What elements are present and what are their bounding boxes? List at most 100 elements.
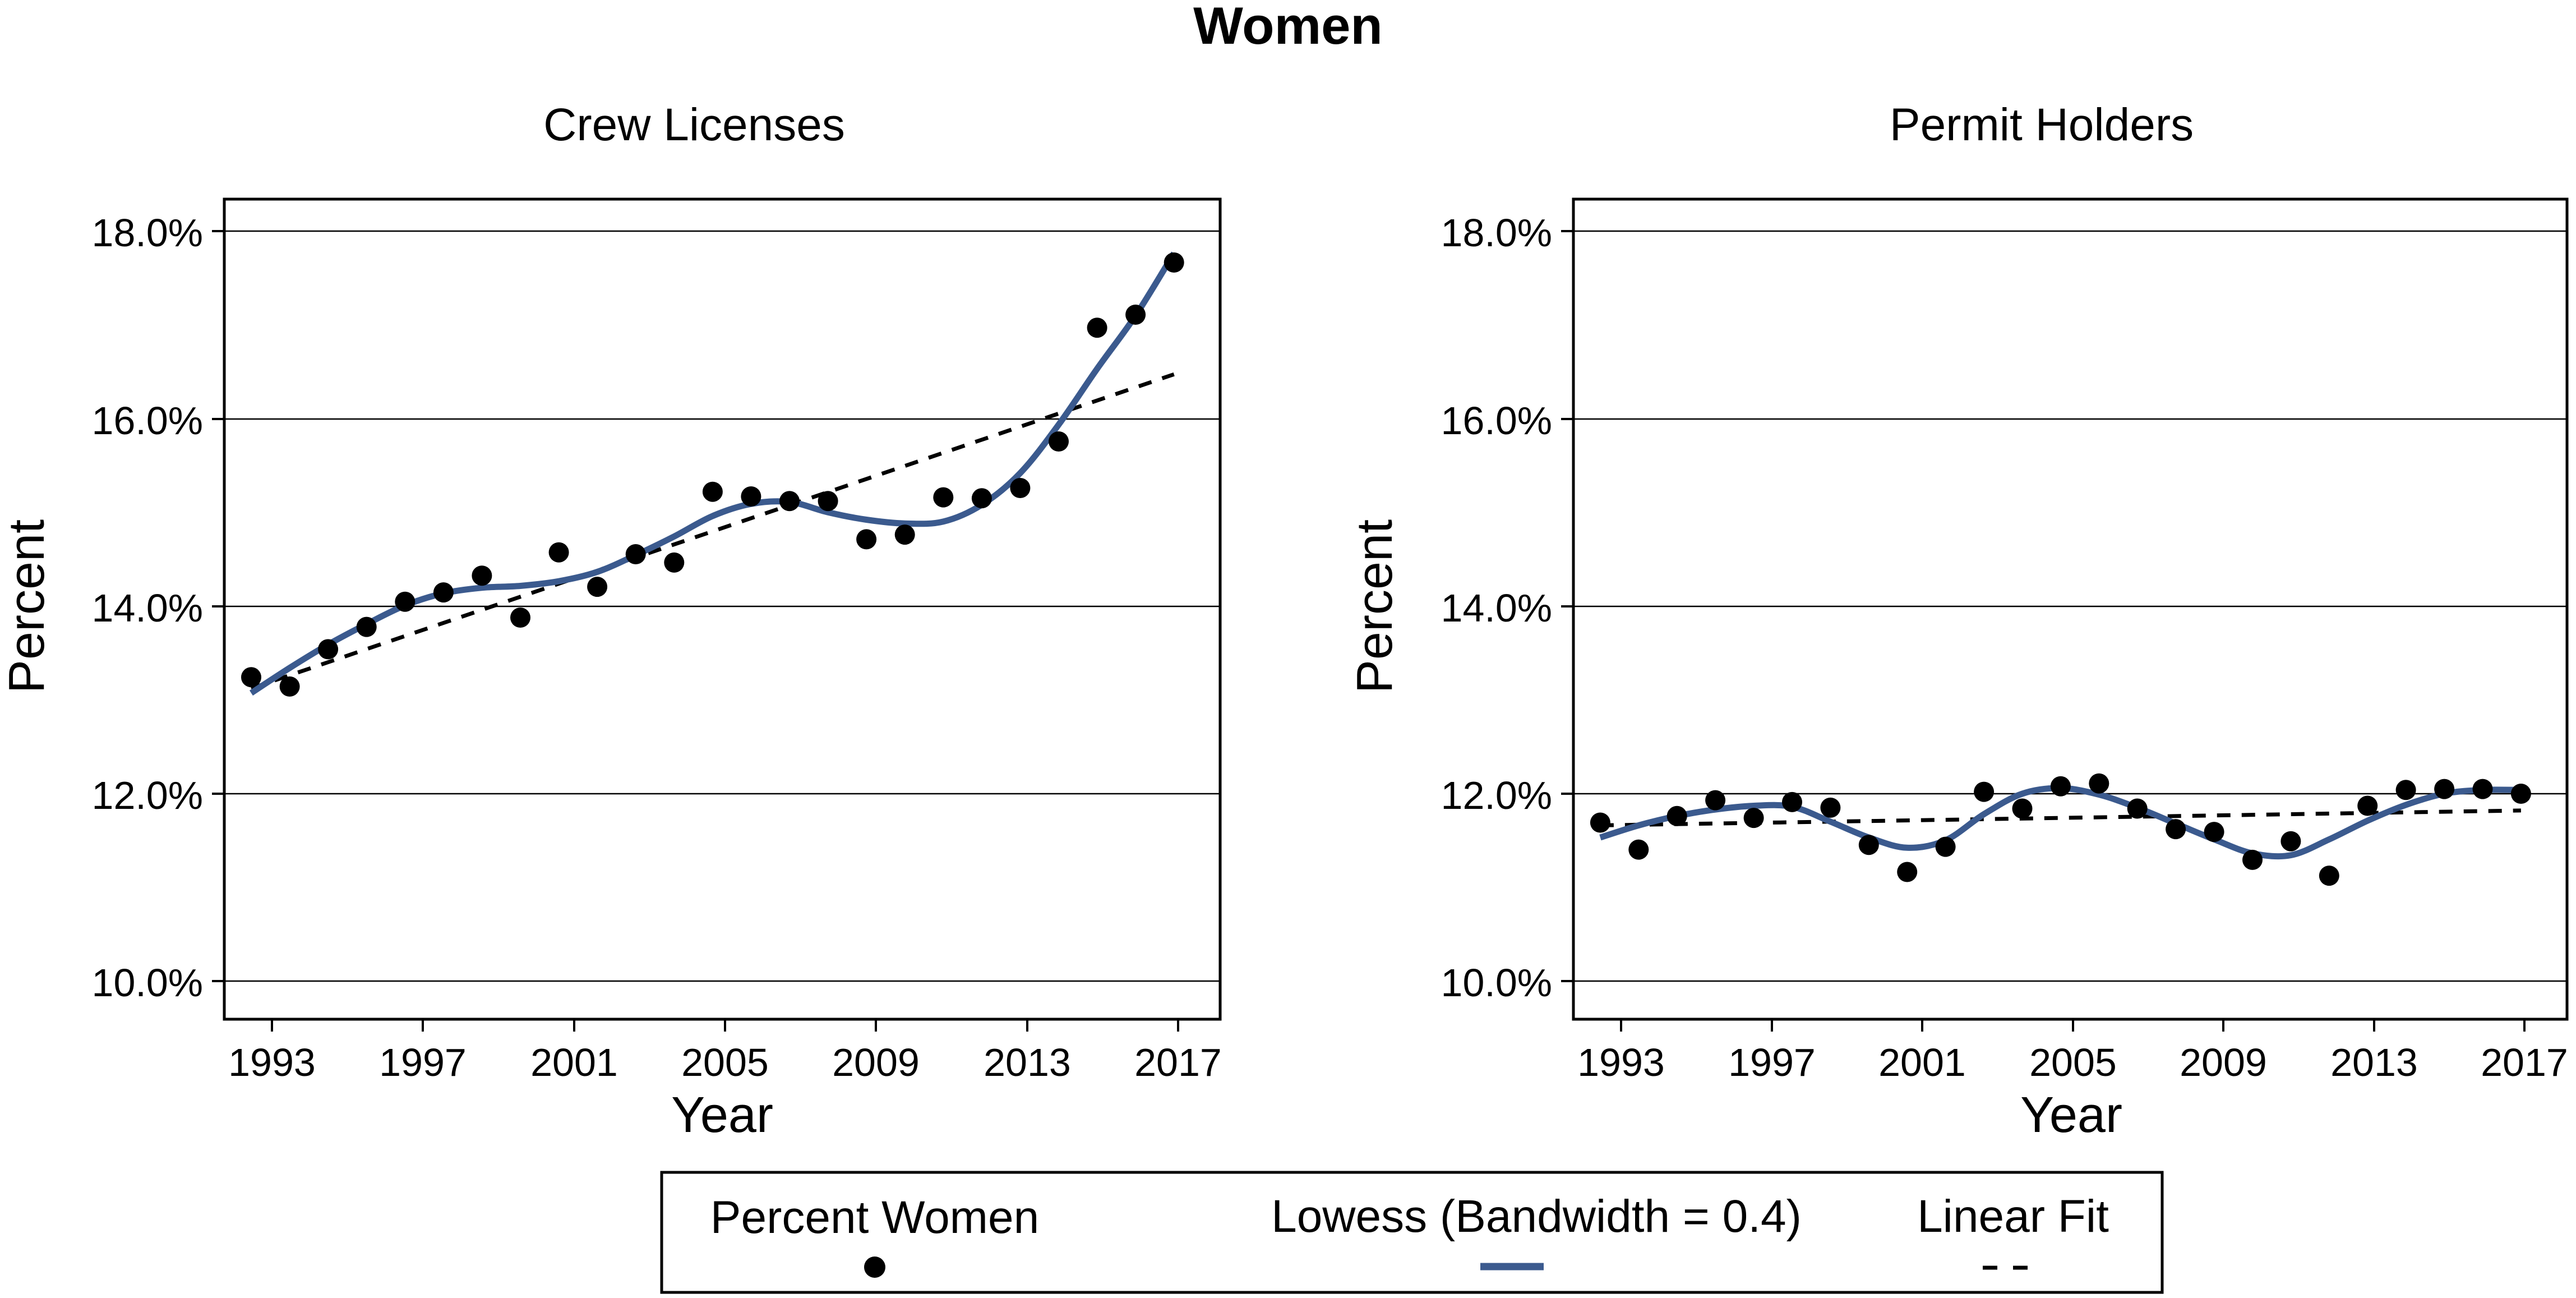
x-tick-label: 1993 xyxy=(1577,1041,1665,1084)
y-tick-label: 10.0% xyxy=(92,961,203,1005)
x-tick-label: 2009 xyxy=(2180,1041,2267,1084)
y-tick-label: 14.0% xyxy=(92,586,203,630)
data-point xyxy=(2050,776,2071,797)
data-point xyxy=(818,491,838,512)
data-point xyxy=(894,524,915,545)
legend: Percent Women Lowess (Bandwidth = 0.4) L… xyxy=(660,1171,2164,1294)
data-point xyxy=(1049,431,1069,452)
data-point xyxy=(2242,849,2263,870)
data-point xyxy=(356,616,377,637)
legend-dot-icon xyxy=(864,1256,885,1278)
lowess-line xyxy=(249,251,1177,696)
data-point xyxy=(1705,790,1726,811)
data-point xyxy=(664,552,685,573)
data-point xyxy=(1628,839,1649,860)
data-point xyxy=(779,491,800,512)
data-point xyxy=(395,591,416,612)
data-marks xyxy=(241,251,1184,697)
grid xyxy=(1573,230,2567,982)
x-tick-label: 2001 xyxy=(1878,1041,1966,1084)
panel-permit-holders: Permit Holders 18.0% 16.0% 14.0% 12.0% 1… xyxy=(1347,99,2569,1143)
data-point xyxy=(279,676,300,697)
data-point xyxy=(2166,819,2186,840)
data-point xyxy=(548,542,569,563)
y-axis: 18.0% 16.0% 14.0% 12.0% 10.0% Percent xyxy=(0,211,224,1005)
lowess-line xyxy=(1599,785,2521,860)
x-axis-label: Year xyxy=(671,1087,773,1143)
y-tick-label: 14.0% xyxy=(1441,586,1552,630)
legend-box xyxy=(660,1171,2164,1294)
data-point xyxy=(318,639,339,660)
figure-title: Women xyxy=(1193,0,1383,55)
y-axis-label: Percent xyxy=(1347,519,1403,693)
x-axis: 1993 1997 2001 2005 2009 2013 2017 Year xyxy=(1577,1019,2568,1143)
y-axis-label: Percent xyxy=(0,519,55,693)
x-tick-label: 2013 xyxy=(984,1041,1071,1084)
x-tick-label: 2017 xyxy=(2481,1041,2568,1084)
data-point xyxy=(1858,835,1879,855)
x-tick-label: 2005 xyxy=(681,1041,769,1084)
data-point xyxy=(1782,791,1802,812)
data-point xyxy=(1087,317,1107,338)
x-tick-label: 2001 xyxy=(530,1041,618,1084)
y-axis: 18.0% 16.0% 14.0% 12.0% 10.0% Percent xyxy=(1347,211,1573,1005)
data-marks xyxy=(1590,773,2531,886)
x-tick-label: 2005 xyxy=(2029,1041,2117,1084)
data-point xyxy=(433,582,454,603)
data-point xyxy=(2395,780,2416,800)
data-point xyxy=(2089,773,2109,794)
data-point xyxy=(1666,806,1687,826)
data-point xyxy=(625,544,646,564)
data-point xyxy=(933,487,954,508)
legend-label-points: Percent Women xyxy=(710,1192,1039,1243)
data-point xyxy=(2280,831,2301,851)
x-tick-label: 1997 xyxy=(1728,1041,1816,1084)
data-point xyxy=(2012,798,2033,819)
data-point xyxy=(971,488,992,509)
y-tick-label: 18.0% xyxy=(92,211,203,255)
x-tick-label: 2009 xyxy=(832,1041,920,1084)
y-tick-label: 12.0% xyxy=(92,774,203,817)
x-axis: 1993 1997 2001 2005 2009 2013 2017 Year xyxy=(228,1019,1222,1143)
data-point xyxy=(241,667,261,688)
data-point xyxy=(2127,798,2148,819)
data-point xyxy=(2204,822,2224,843)
y-tick-label: 12.0% xyxy=(1441,774,1552,817)
data-point xyxy=(741,486,761,507)
data-point xyxy=(510,607,530,628)
data-point xyxy=(2357,795,2378,816)
data-point xyxy=(2472,779,2493,799)
data-point xyxy=(1590,812,1610,833)
x-tick-label: 1997 xyxy=(379,1041,467,1084)
data-point xyxy=(856,529,877,550)
data-point xyxy=(1010,478,1031,498)
panel-title: Crew Licenses xyxy=(543,99,845,150)
panel-crew-licenses: Crew Licenses 18.0% 16.0% 14.0% 12.0% 10… xyxy=(0,99,1222,1143)
data-point xyxy=(587,577,608,597)
y-tick-label: 16.0% xyxy=(1441,399,1552,443)
x-tick-label: 2017 xyxy=(1134,1041,1222,1084)
data-point xyxy=(1743,808,1764,828)
x-tick-label: 2013 xyxy=(2330,1041,2418,1084)
data-point xyxy=(2319,866,2339,886)
plot-frame xyxy=(223,197,1222,1021)
y-tick-label: 18.0% xyxy=(1441,211,1552,255)
legend-label-linear-fit: Linear Fit xyxy=(1917,1191,2109,1242)
y-tick-label: 16.0% xyxy=(92,399,203,443)
data-point xyxy=(702,481,723,502)
y-tick-label: 10.0% xyxy=(1441,961,1552,1005)
data-point xyxy=(2510,784,2531,804)
data-point xyxy=(1820,797,1841,818)
linear-fit-line xyxy=(250,372,1175,691)
legend-label-lowess: Lowess (Bandwidth = 0.4) xyxy=(1271,1191,1802,1242)
grid xyxy=(224,230,1220,982)
data-point xyxy=(1125,305,1146,325)
data-point xyxy=(1897,862,1918,882)
x-axis-label: Year xyxy=(2020,1087,2122,1143)
data-point xyxy=(1164,252,1184,273)
data-point xyxy=(1974,781,1995,802)
data-point xyxy=(1935,836,1956,857)
x-tick-label: 1993 xyxy=(228,1041,316,1084)
panel-title: Permit Holders xyxy=(1890,99,2194,150)
